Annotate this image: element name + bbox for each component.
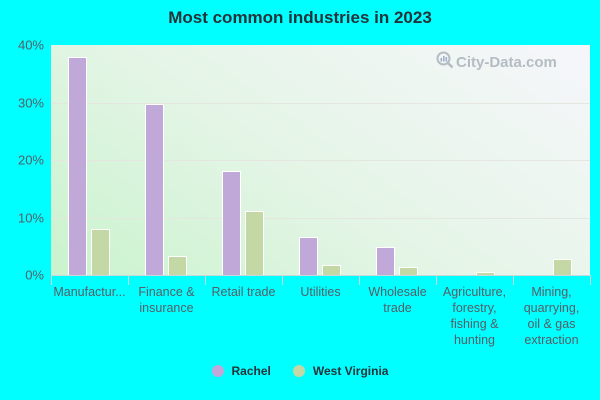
x-tick-mark — [205, 275, 206, 285]
x-axis-line — [51, 275, 590, 276]
x-tick-mark — [282, 275, 283, 285]
bar-west-virginia[interactable] — [168, 256, 187, 275]
x-tick-label: Manufactur... — [53, 285, 126, 299]
y-tick-label: 10% — [17, 210, 44, 225]
bar-rachel[interactable] — [376, 246, 395, 275]
legend-item-west-virginia[interactable]: West Virginia — [292, 364, 389, 378]
x-tick-mark — [590, 275, 591, 285]
legend: Rachel West Virginia — [0, 364, 600, 378]
magnifier-chart-icon — [436, 51, 454, 73]
bar-rachel[interactable] — [68, 56, 87, 275]
gridline — [51, 160, 590, 161]
bar-west-virginia[interactable] — [476, 272, 495, 275]
chart-title: Most common industries in 2023 — [168, 8, 432, 27]
x-tick-label: Wholesale trade — [368, 285, 427, 315]
x-tick-mark — [436, 275, 437, 285]
bar-rachel[interactable] — [145, 104, 164, 275]
bar-rachel[interactable] — [299, 237, 318, 275]
x-tick-mark — [128, 275, 129, 285]
x-tick-label: Agriculture, forestry, fishing & hunting — [442, 285, 507, 347]
watermark: City-Data.com — [436, 51, 557, 73]
x-tick-label: Mining, quarrying, oil & gas extraction — [523, 285, 580, 347]
x-tick-label: Utilities — [300, 285, 341, 299]
x-tick-label: Finance & insurance — [138, 285, 195, 315]
x-tick-mark — [513, 275, 514, 285]
gridline — [51, 102, 590, 104]
bar-west-virginia[interactable] — [245, 211, 264, 275]
gridline — [51, 217, 590, 219]
plot-area — [51, 45, 590, 275]
x-tick-label: Retail trade — [211, 285, 276, 299]
y-tick-label: 20% — [17, 152, 44, 168]
bar-west-virginia[interactable] — [91, 229, 110, 275]
y-tick-label: 40% — [17, 37, 44, 53]
legend-swatch-west-virginia — [292, 365, 305, 377]
watermark-text: City-Data.com — [456, 53, 557, 71]
bar-west-virginia[interactable] — [553, 258, 572, 275]
legend-label-rachel: Rachel — [231, 364, 271, 378]
legend-item-rachel[interactable]: Rachel — [211, 364, 271, 378]
legend-swatch-rachel — [211, 365, 224, 377]
legend-label-west-virginia: West Virginia — [312, 364, 389, 378]
bar-west-virginia[interactable] — [399, 266, 418, 275]
bar-rachel[interactable] — [222, 170, 241, 275]
x-tick-mark — [359, 275, 360, 285]
bar-west-virginia[interactable] — [322, 265, 341, 275]
y-tick-label: 0% — [25, 267, 44, 283]
y-tick-label: 30% — [17, 95, 44, 110]
x-tick-mark — [51, 275, 52, 285]
